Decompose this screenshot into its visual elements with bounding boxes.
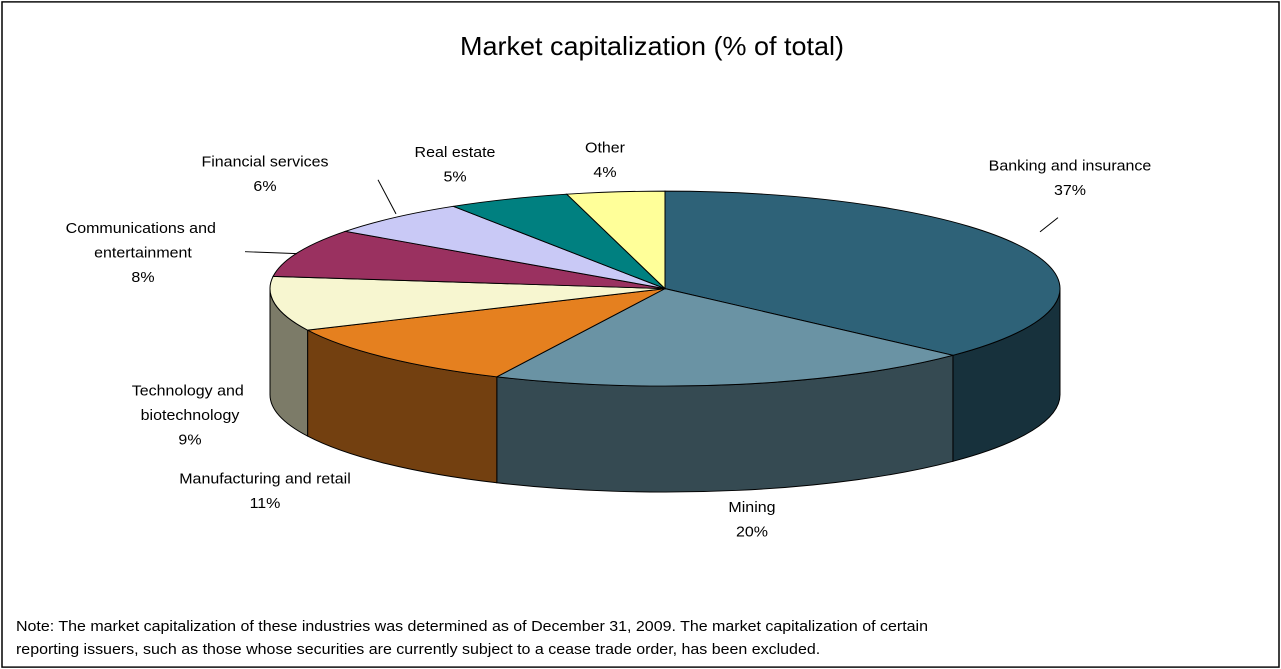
category-label: Technology and biotechnology <box>132 383 248 424</box>
value-label: 4% <box>593 164 616 181</box>
pie-slice <box>343 205 666 290</box>
value-label: 20% <box>736 524 768 541</box>
category-label: Banking and insurance <box>989 158 1152 175</box>
category-label: Manufacturing and retail <box>179 471 351 488</box>
category-label: Communications and entertainment <box>66 220 221 261</box>
value-label: 5% <box>443 169 466 186</box>
category-label: Other <box>585 140 625 157</box>
category-label: Real estate <box>415 144 496 161</box>
value-label: 9% <box>178 432 201 449</box>
category-label: Financial services <box>201 154 328 171</box>
pie-slice <box>272 230 666 290</box>
pie-slice <box>495 288 955 387</box>
pie-slice <box>269 275 666 331</box>
leader-line <box>244 251 298 255</box>
category-label: Mining <box>728 499 775 516</box>
value-label: 37% <box>1054 182 1086 199</box>
pie-slice <box>306 288 666 378</box>
leader-line <box>377 179 397 215</box>
value-label: 6% <box>253 179 276 196</box>
chart-note: Note: The market capitalization of these… <box>16 619 932 658</box>
value-label: 11% <box>250 496 281 513</box>
chart-title: Market capitalization (% of total) <box>460 32 844 61</box>
pie-slice <box>565 190 666 290</box>
value-label: 8% <box>131 269 154 286</box>
leader-line <box>1039 217 1059 233</box>
pie-slice <box>664 190 1061 356</box>
